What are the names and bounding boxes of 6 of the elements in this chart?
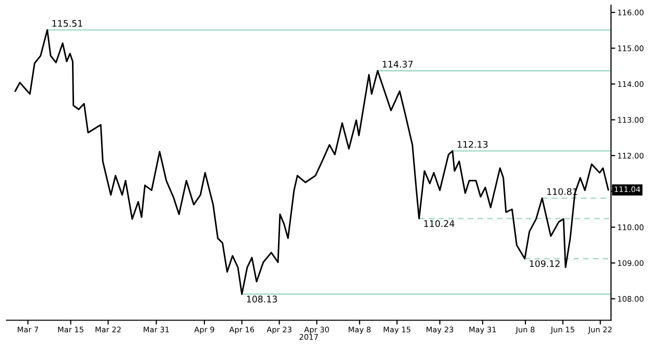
ref-line-label: 109.12 [530,260,560,268]
ref-line-label: 112.13 [458,140,488,148]
ref-line-label: 115.51 [52,20,82,27]
ref-line-label: 108.13 [247,296,277,302]
ref-line-label: 110.24 [424,220,454,227]
ref-line-label: 114.37 [382,60,413,68]
